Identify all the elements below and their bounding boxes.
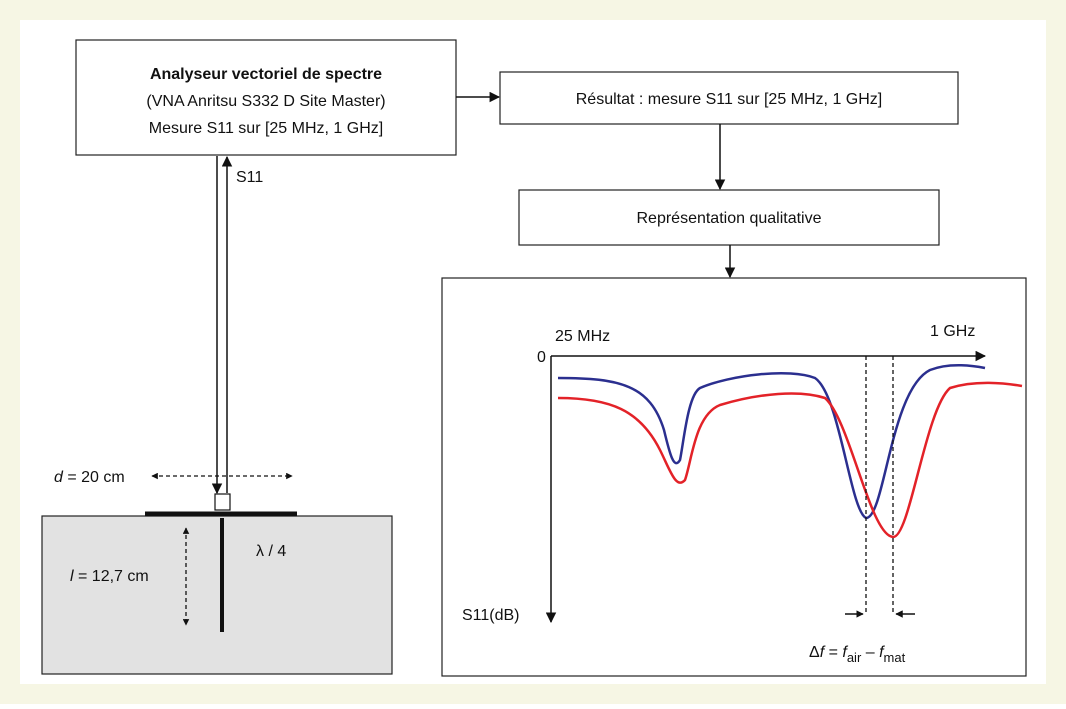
d-symbol: d bbox=[54, 469, 64, 486]
analyzer-model: (VNA Anritsu S332 D Site Master) bbox=[146, 93, 385, 110]
analyzer-measure: Mesure S11 sur [25 MHz, 1 GHz] bbox=[149, 120, 383, 137]
analyzer-title: Analyseur vectoriel de spectre bbox=[150, 66, 382, 83]
result-box bbox=[499, 71, 959, 125]
result-text: Résultat : mesure S11 sur [25 MHz, 1 GHz… bbox=[576, 91, 882, 108]
delta-label: Δf = fair – fmat bbox=[809, 644, 906, 665]
origin: 0 bbox=[537, 349, 546, 366]
plot-box bbox=[441, 277, 1027, 677]
lambda-label: λ / 4 bbox=[256, 543, 286, 560]
l-label: l = 12,7 cm bbox=[70, 568, 149, 585]
subscript-mat: mat bbox=[884, 650, 906, 665]
d-text: = 20 cm bbox=[63, 469, 125, 486]
delta-symbol: Δ bbox=[809, 644, 820, 661]
y-label: S11(dB) bbox=[462, 607, 520, 624]
representation-text: Représentation qualitative bbox=[636, 210, 821, 227]
ground bbox=[41, 515, 393, 675]
curve-air bbox=[557, 364, 986, 520]
l-symbol: l bbox=[70, 568, 74, 585]
f: f bbox=[879, 644, 885, 661]
cable-label: S11 bbox=[236, 169, 263, 186]
subscript-air: air bbox=[847, 650, 862, 665]
curve-material bbox=[557, 381, 1023, 539]
x-end: 1 GHz bbox=[930, 323, 975, 340]
connector bbox=[214, 493, 231, 511]
x-start: 25 MHz bbox=[555, 328, 610, 345]
f: f bbox=[820, 644, 826, 661]
equals: = bbox=[824, 644, 842, 661]
minus: – bbox=[861, 644, 879, 661]
analyzer-box bbox=[75, 39, 457, 156]
l-text: = 12,7 cm bbox=[74, 568, 149, 585]
representation-box bbox=[518, 189, 940, 246]
d-label: d = 20 cm bbox=[54, 469, 125, 486]
f: f bbox=[842, 644, 848, 661]
